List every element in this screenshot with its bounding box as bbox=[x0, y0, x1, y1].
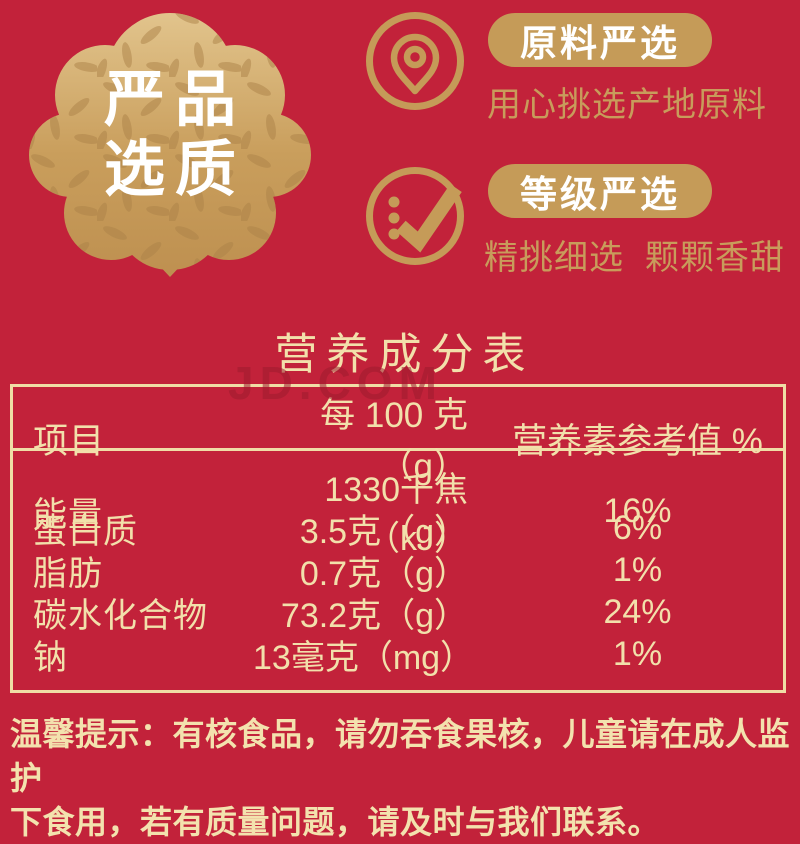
medallion-slogan-line2: 选质 bbox=[103, 135, 246, 203]
row-item-label: 能量 bbox=[33, 495, 103, 534]
row-per100g-value: 1330千焦（kJ） bbox=[324, 471, 468, 558]
nutrition-table-title: 营养成分表 bbox=[274, 331, 535, 379]
row-per100g-value: 13毫克（mg） bbox=[253, 639, 475, 677]
row-nrv-value: 16% bbox=[603, 491, 672, 530]
header-nrv: 营养素参考值 % bbox=[512, 421, 763, 461]
badge-raw-material: 原料严选 bbox=[488, 13, 712, 67]
row-nrv-value: 24% bbox=[603, 593, 672, 631]
badge-grade-selection: 等级严选 bbox=[488, 164, 712, 218]
row-nrv-value: 6% bbox=[612, 509, 663, 547]
site-watermark: JD.COM bbox=[228, 357, 443, 409]
medallion-slogan-line1: 严品 bbox=[103, 65, 246, 133]
warning-notice-line2: 下食用，若有质量问题，请及时与我们联系。 bbox=[10, 804, 661, 840]
badge-raw-material-label: 原料严选 bbox=[520, 23, 680, 64]
header-item: 项目 bbox=[33, 421, 106, 461]
location-pin-icon bbox=[366, 12, 464, 110]
badge-grade-selection-label: 等级严选 bbox=[520, 174, 680, 215]
medallion-slogan: 严品 选质 bbox=[25, 64, 315, 204]
table-row: 碳水化合物 73.2克（g） 24% bbox=[13, 588, 783, 635]
row-item-label: 碳水化合物 bbox=[33, 597, 208, 635]
row-nrv-value: 1% bbox=[612, 551, 663, 589]
header-per100g: 每 100 克（g） bbox=[320, 396, 468, 486]
nutrition-table-header: 项目 每 100 克（g） 营养素参考值 % bbox=[13, 387, 783, 486]
row-per100g-value: 3.5克（g） bbox=[299, 513, 468, 551]
row-nrv-value: 1% bbox=[612, 635, 663, 673]
feature-desc-grade-selection: 精挑细选 颗颗香甜 bbox=[484, 239, 785, 277]
table-row: 蛋白质 3.5克（g） 6% bbox=[13, 504, 783, 551]
nutrition-table-body: 能量 1330千焦（kJ） 16% 蛋白质 3.5克（g） 6% 脂肪 0.7克… bbox=[13, 451, 783, 677]
row-item-label: 钠 bbox=[33, 639, 68, 677]
nutrition-table: 项目 每 100 克（g） 营养素参考值 % 能量 1330千焦（kJ） 16%… bbox=[10, 384, 786, 693]
row-item-label: 脂肪 bbox=[33, 555, 103, 593]
row-per100g-value: 73.2克（g） bbox=[280, 597, 468, 635]
warning-notice-line1: 温馨提示：有核食品，请勿吞食果核，儿童请在成人监护 bbox=[10, 716, 791, 796]
gold-medallion-shape bbox=[29, 13, 311, 277]
row-item-label: 蛋白质 bbox=[33, 513, 138, 551]
table-row: 钠 13毫克（mg） 1% bbox=[13, 630, 783, 677]
checklist-check-icon bbox=[366, 167, 464, 265]
row-per100g-value: 0.7克（g） bbox=[299, 555, 468, 593]
feature-desc-raw-material: 用心挑选产地原料 bbox=[487, 86, 767, 124]
table-row: 脂肪 0.7克（g） 1% bbox=[13, 546, 783, 593]
warning-notice: 温馨提示：有核食品，请勿吞食果核，儿童请在成人监护 下食用，若有质量问题，请及时… bbox=[10, 712, 792, 844]
table-row: 能量 1330千焦（kJ） 16% bbox=[13, 462, 783, 558]
